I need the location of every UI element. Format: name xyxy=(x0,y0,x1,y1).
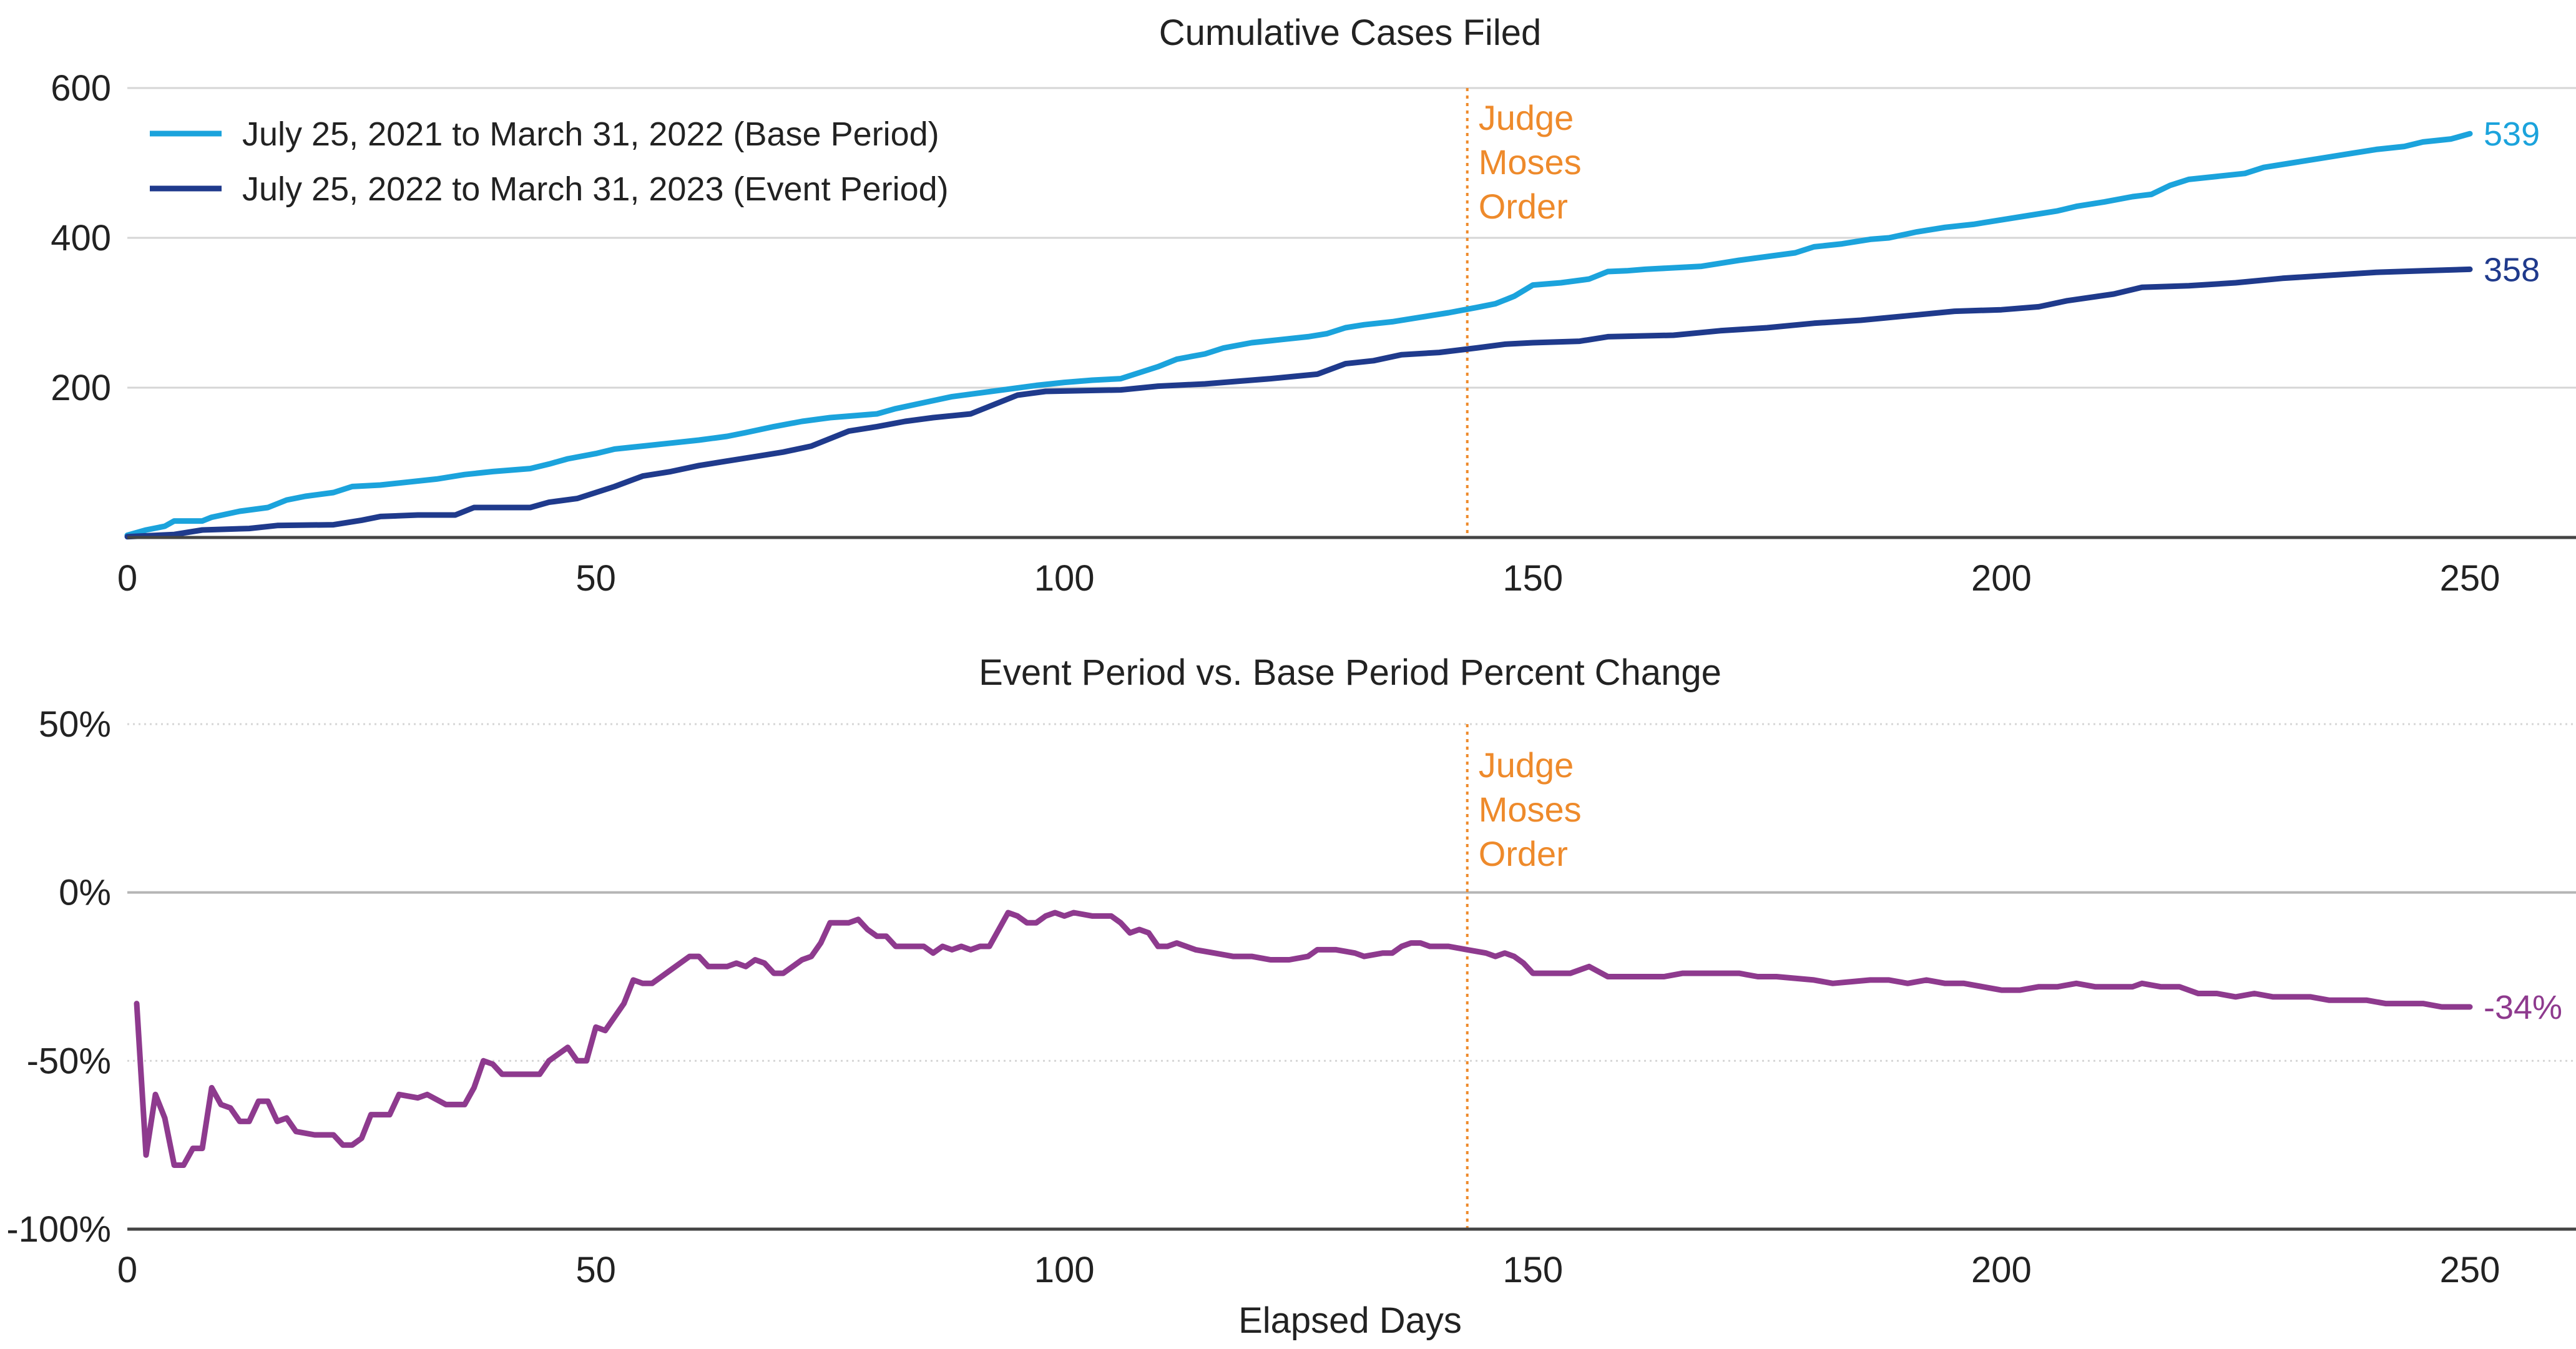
grid xyxy=(127,724,2576,1061)
x-tick-label: 100 xyxy=(1034,1250,1095,1290)
end-labels: 539 358 xyxy=(2484,115,2540,288)
annotation-text: Judge Moses Order xyxy=(1479,745,1592,873)
percent-change-panel: Event Period vs. Base Period Percent Cha… xyxy=(6,652,2576,1341)
end-labels: -34% xyxy=(2484,989,2562,1026)
x-tick-label: 0 xyxy=(117,558,137,599)
y-axis-ticks: 200 400 600 xyxy=(51,68,111,408)
legend-label-event: July 25, 2022 to March 31, 2023 (Event P… xyxy=(242,170,949,208)
x-tick-label: 100 xyxy=(1034,558,1095,599)
legend-label-base: July 25, 2021 to March 31, 2022 (Base Pe… xyxy=(242,115,939,153)
y-tick-label: 400 xyxy=(51,218,111,258)
y-axis-ticks: -100% -50% 0% 50% xyxy=(6,704,111,1250)
series-line xyxy=(137,913,2470,1165)
y-tick-label: 50% xyxy=(39,704,111,745)
series-lines xyxy=(137,913,2470,1165)
annotation-line-2: Moses xyxy=(1479,790,1582,829)
y-tick-label: 600 xyxy=(51,68,111,109)
annotation-text: Judge Moses Order xyxy=(1479,98,1592,226)
annotation-line-3: Order xyxy=(1479,187,1568,226)
y-tick-label: 0% xyxy=(59,873,111,913)
x-axis-ticks: 0 50 100 150 200 250 xyxy=(117,558,2500,599)
x-tick-label: 250 xyxy=(2440,558,2500,599)
x-tick-label: 0 xyxy=(117,1250,137,1290)
series-line xyxy=(127,269,2470,536)
x-axis-ticks: 0 50 100 150 200 250 xyxy=(117,1250,2500,1290)
legend: July 25, 2021 to March 31, 2022 (Base Pe… xyxy=(150,115,949,208)
x-axis-label: Elapsed Days xyxy=(1238,1300,1462,1341)
y-tick-label: 200 xyxy=(51,368,111,408)
x-tick-label: 150 xyxy=(1502,558,1563,599)
chart-title: Event Period vs. Base Period Percent Cha… xyxy=(979,652,1721,693)
x-tick-label: 50 xyxy=(575,1250,616,1290)
annotation-line-2: Moses xyxy=(1479,142,1582,182)
y-tick-label: -50% xyxy=(27,1041,111,1081)
y-tick-label: -100% xyxy=(6,1209,111,1250)
series-end-label: 539 xyxy=(2484,115,2540,153)
series-end-label: 358 xyxy=(2484,251,2540,288)
annotation-line-3: Order xyxy=(1479,834,1568,873)
annotation-line-1: Judge xyxy=(1479,98,1574,137)
x-tick-label: 50 xyxy=(575,558,616,599)
cumulative-cases-panel: Cumulative Cases Filed Judge Moses Order… xyxy=(51,12,2576,599)
chart-title: Cumulative Cases Filed xyxy=(1159,12,1541,53)
x-tick-label: 200 xyxy=(1971,558,2032,599)
x-tick-label: 250 xyxy=(2440,1250,2500,1290)
x-tick-label: 200 xyxy=(1971,1250,2032,1290)
series-end-label: -34% xyxy=(2484,989,2562,1026)
x-tick-label: 150 xyxy=(1502,1250,1563,1290)
annotation-line-1: Judge xyxy=(1479,745,1574,785)
